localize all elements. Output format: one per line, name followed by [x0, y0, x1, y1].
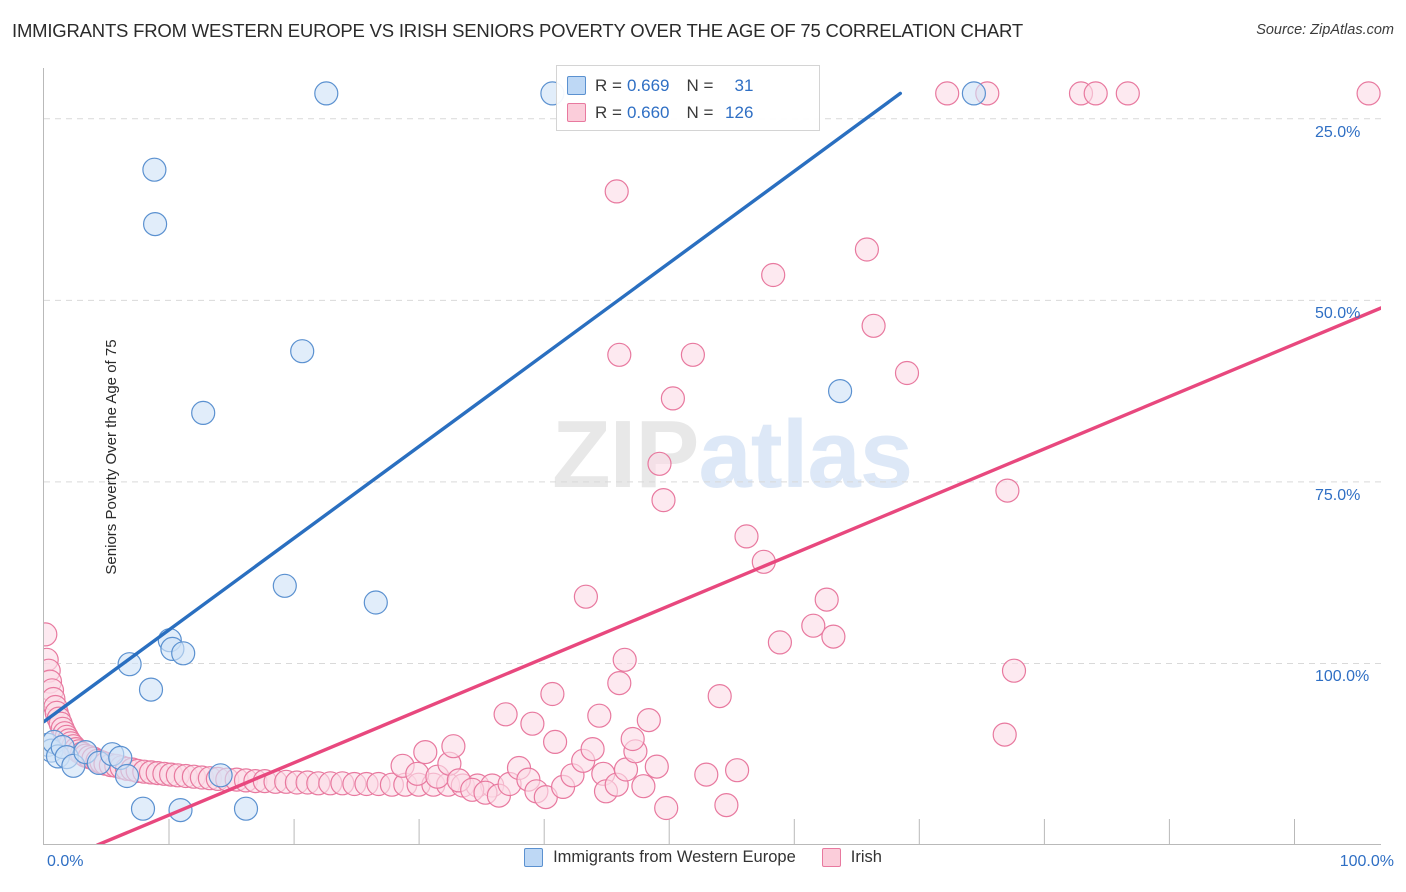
- data-point[interactable]: [405, 761, 430, 786]
- data-point[interactable]: [117, 652, 142, 677]
- data-point[interactable]: [636, 707, 661, 733]
- data-point[interactable]: [114, 763, 140, 789]
- data-point[interactable]: [314, 81, 339, 106]
- data-point[interactable]: [894, 360, 920, 386]
- stats-swatch-blue: [567, 76, 586, 95]
- data-point[interactable]: [854, 237, 880, 262]
- legend-label-blue: Immigrants from Western Europe: [553, 848, 796, 866]
- stats-r-label-blue: R =: [595, 75, 622, 95]
- data-point[interactable]: [441, 734, 466, 759]
- data-point[interactable]: [44, 622, 58, 647]
- y-axis-tick-label: 75.0%: [1315, 486, 1361, 504]
- series-legend: Immigrants from Western Europe Irish: [0, 848, 1406, 867]
- data-point[interactable]: [647, 451, 672, 476]
- data-point[interactable]: [761, 262, 786, 288]
- data-point[interactable]: [208, 763, 233, 788]
- data-point[interactable]: [142, 212, 168, 237]
- data-point[interactable]: [814, 587, 839, 612]
- y-axis-tick-label: 100.0%: [1315, 668, 1370, 686]
- data-point[interactable]: [493, 702, 518, 727]
- data-point[interactable]: [413, 739, 438, 765]
- data-point[interactable]: [1115, 81, 1140, 106]
- source-attribution: Source: ZipAtlas.com: [1256, 22, 1394, 38]
- data-point[interactable]: [660, 386, 686, 411]
- stats-r-value-pink: 0.660: [626, 102, 670, 122]
- data-point[interactable]: [644, 754, 669, 779]
- data-point[interactable]: [580, 736, 605, 762]
- legend-item-immigrants-from-western-europe[interactable]: Immigrants from Western Europe: [524, 848, 796, 867]
- legend-swatch-pink: [821, 848, 841, 867]
- data-point[interactable]: [604, 179, 629, 204]
- data-point[interactable]: [520, 711, 545, 736]
- x-axis-min-label: 0.0%: [47, 853, 84, 870]
- y-axis-title-container: Seniors Poverty Over the Age of 75: [0, 68, 120, 845]
- data-point[interactable]: [587, 703, 612, 728]
- trendline-pink: [96, 306, 1381, 844]
- stats-r-label-pink: R =: [595, 102, 622, 122]
- data-point[interactable]: [130, 796, 156, 821]
- data-point[interactable]: [767, 630, 793, 655]
- legend-label-pink: Irish: [850, 848, 882, 866]
- stats-row: R = 0.660 N = 126: [567, 99, 809, 126]
- data-point[interactable]: [714, 792, 739, 818]
- data-point[interactable]: [612, 647, 637, 672]
- correlation-stats-legend: R = 0.669 N = 31 R = 0.660 N = 126: [556, 65, 820, 131]
- page-title: IMMIGRANTS FROM WESTERN EUROPE VS IRISH …: [12, 20, 1023, 41]
- scatter-plot-svg: [44, 81, 1381, 844]
- data-point[interactable]: [680, 342, 706, 367]
- data-point[interactable]: [961, 81, 987, 106]
- scatter-group-pink: [44, 81, 1381, 821]
- legend-item-irish[interactable]: Irish: [821, 848, 882, 867]
- data-point[interactable]: [290, 339, 315, 364]
- data-point[interactable]: [142, 157, 167, 182]
- data-point[interactable]: [861, 313, 886, 338]
- data-point[interactable]: [631, 774, 656, 799]
- data-point[interactable]: [607, 670, 632, 696]
- stats-n-value-pink: 126: [725, 102, 754, 122]
- stats-r-value-blue: 0.669: [626, 75, 670, 95]
- data-point[interactable]: [935, 81, 960, 106]
- x-axis-max-label: 100.0%: [1339, 853, 1394, 870]
- data-point[interactable]: [191, 400, 216, 425]
- stats-n-label-pink: N =: [686, 102, 714, 122]
- data-point[interactable]: [995, 478, 1020, 503]
- data-point[interactable]: [363, 590, 388, 615]
- data-point[interactable]: [233, 796, 259, 821]
- data-point[interactable]: [1001, 658, 1027, 683]
- data-point[interactable]: [821, 624, 846, 649]
- data-point[interactable]: [724, 758, 750, 783]
- data-point[interactable]: [801, 613, 826, 638]
- data-point[interactable]: [171, 641, 196, 666]
- data-point[interactable]: [734, 524, 759, 549]
- y-axis-tick-label: 50.0%: [1315, 305, 1361, 323]
- data-point[interactable]: [651, 488, 676, 513]
- stats-n-value-blue: 31: [734, 75, 754, 95]
- scatter-group-blue: [44, 81, 987, 823]
- data-point[interactable]: [138, 677, 164, 702]
- data-point[interactable]: [654, 795, 679, 821]
- data-point[interactable]: [707, 683, 732, 709]
- data-point[interactable]: [1356, 81, 1381, 106]
- data-point[interactable]: [620, 726, 645, 752]
- data-point[interactable]: [573, 584, 599, 609]
- trendline-blue: [44, 91, 902, 724]
- data-point[interactable]: [540, 681, 565, 707]
- y-axis-tick-label: 25.0%: [1315, 123, 1361, 141]
- data-point[interactable]: [827, 379, 853, 404]
- data-point[interactable]: [1083, 81, 1108, 106]
- data-point[interactable]: [992, 722, 1017, 747]
- stats-swatch-pink: [567, 103, 586, 122]
- stats-row: R = 0.669 N = 31: [567, 72, 809, 99]
- data-point[interactable]: [607, 342, 632, 367]
- legend-swatch-blue: [524, 848, 544, 867]
- data-point[interactable]: [272, 573, 297, 598]
- stats-n-label-blue: N =: [686, 75, 714, 95]
- plot-area: [43, 68, 1381, 845]
- data-point[interactable]: [543, 729, 568, 755]
- data-point[interactable]: [694, 762, 719, 787]
